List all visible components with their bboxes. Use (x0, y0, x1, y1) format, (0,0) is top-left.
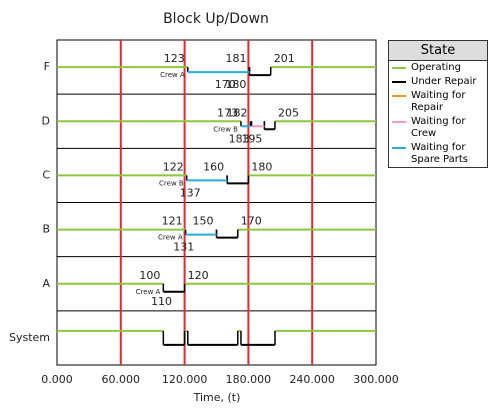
row-label: F (44, 60, 50, 73)
crew-label: Crew A (158, 234, 183, 242)
chart-title: Block Up/Down (163, 11, 269, 27)
x-tick-label: 60.000 (102, 373, 141, 386)
time-label: 201 (274, 52, 295, 65)
row-label: C (42, 168, 50, 181)
row-label: B (42, 223, 50, 236)
time-label: 173 (217, 106, 238, 119)
legend-item: Waiting for Repair (389, 89, 487, 115)
x-tick-label: 0.000 (41, 373, 73, 386)
time-label: 170 (215, 78, 236, 91)
legend-swatch (392, 67, 406, 69)
time-label: 183 (229, 132, 250, 145)
crew-label: Crew A (160, 71, 185, 79)
time-label: 121 (162, 215, 183, 228)
time-label: 100 (139, 269, 160, 282)
crew-label: Crew B (213, 125, 238, 133)
legend-label: Waiting for Crew (411, 116, 466, 139)
time-label: 122 (163, 160, 184, 173)
time-label: 180 (251, 160, 272, 173)
time-label: 131 (173, 241, 194, 254)
time-label: 182 (227, 106, 248, 119)
time-label: 150 (193, 215, 214, 228)
legend-label: Waiting for Repair (411, 90, 466, 113)
x-axis-label: Time, (t) (193, 391, 241, 404)
legend-label: Waiting for Spare Parts (411, 142, 468, 165)
x-tick-label: 240.000 (289, 373, 335, 386)
time-label: 181 (225, 52, 246, 65)
legend-label: Operating (411, 62, 461, 73)
legend-title: State (389, 41, 487, 61)
time-label: 160 (203, 160, 224, 173)
legend-item: Under Repair (389, 75, 487, 89)
legend-swatch (392, 121, 406, 123)
legend-item: Operating (389, 61, 487, 75)
legend-swatch (392, 147, 406, 149)
row-label: A (42, 277, 50, 290)
x-tick-label: 300.000 (353, 373, 399, 386)
legend-item: Waiting for Crew (389, 115, 487, 141)
legend-label: Under Repair (411, 76, 477, 87)
row-label: D (42, 114, 50, 127)
row-label: System (9, 331, 50, 344)
time-label: 205 (278, 106, 299, 119)
legend: State Operating Under Repair Waiting for R… (388, 40, 488, 168)
time-label: 110 (151, 295, 172, 308)
crew-label: Crew A (136, 288, 161, 296)
legend-swatch (392, 95, 406, 97)
legend-item: Waiting for Spare Parts (389, 141, 487, 167)
time-label: 180 (225, 78, 246, 91)
crew-label: Crew B (159, 179, 184, 187)
time-label: 137 (180, 186, 201, 199)
x-tick-label: 120.000 (162, 373, 208, 386)
legend-swatch (392, 81, 406, 83)
x-tick-label: 180.000 (226, 373, 272, 386)
time-label: 123 (164, 52, 185, 65)
time-label: 170 (241, 215, 262, 228)
time-label: 195 (241, 132, 262, 145)
time-label: 120 (188, 269, 209, 282)
